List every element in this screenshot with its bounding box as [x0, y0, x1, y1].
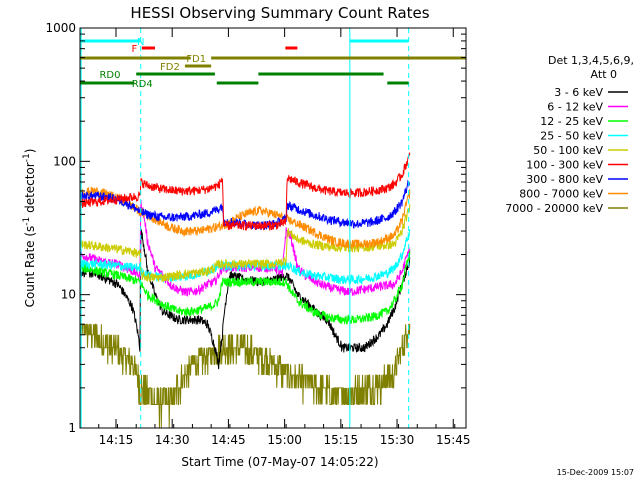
- y-label-sup2: -1: [22, 153, 32, 162]
- y-label-main: Count Rate (s: [23, 226, 37, 308]
- x-axis-ticks: 14:15 14:30 14:45 15:00 15:15 15:30 15:45: [79, 28, 471, 447]
- flag-bars: NF FD1 FD2 RD0 RD4: [80, 37, 466, 90]
- x-axis-label: Start Time (07-May-07 14:05:22): [181, 455, 378, 469]
- legend-label-8: 800 - 7000 keV: [519, 188, 603, 201]
- y-axis-label: Count Rate (s-1 detector-1): [22, 149, 37, 308]
- series-line-2: [79, 200, 411, 297]
- flag-label-n: N: [137, 37, 144, 48]
- legend-label-5: 50 - 100 keV: [533, 144, 603, 157]
- series-line-9: [79, 323, 411, 429]
- y-tick-label-4: 1000: [45, 21, 76, 35]
- y-axis-ticks: 1 10 100 1000: [45, 21, 466, 435]
- x-tick-label-6: 15:30: [380, 433, 415, 447]
- series-line-7: [79, 179, 410, 231]
- flag-label-fd2: FD2: [160, 62, 180, 73]
- legend-label-6: 100 - 300 keV: [526, 159, 603, 172]
- legend-header-detectors: Det 1,3,4,5,6,9,: [548, 54, 634, 67]
- x-tick-label-1: 14:15: [99, 433, 134, 447]
- legend-label-2: 6 - 12 keV: [547, 101, 603, 114]
- series-line-5: [79, 203, 411, 282]
- x-tick-label-7: 15:45: [436, 433, 471, 447]
- footer-timestamp: 15-Dec-2009 15:07: [557, 468, 634, 477]
- x-tick-label-3: 14:45: [211, 433, 246, 447]
- y-tick-label-3: 100: [53, 154, 76, 168]
- plot-frame: [79, 27, 467, 429]
- series-layer: [79, 152, 411, 429]
- flag-label-rd0: RD0: [99, 70, 120, 81]
- flag-label-f: F: [131, 44, 137, 55]
- series-line-3: [79, 250, 411, 325]
- flag-label-rd4: RD4: [132, 79, 153, 90]
- x-tick-label-4: 15:00: [267, 433, 302, 447]
- x-tick-label-2: 14:30: [155, 433, 190, 447]
- legend-header-attenuator: Att 0: [591, 68, 617, 81]
- vertical-lines: [80, 28, 410, 428]
- legend: Det 1,3,4,5,6,9, Att 0 3 - 6 keV 6 - 12 k…: [505, 54, 634, 215]
- y-label-mid: detector: [23, 162, 37, 217]
- legend-label-7: 300 - 800 keV: [526, 173, 603, 186]
- chart-title: HESSI Observing Summary Count Rates: [130, 4, 429, 22]
- flag-label-fd1: FD1: [186, 54, 206, 65]
- legend-label-9: 7000 - 20000 keV: [505, 202, 603, 215]
- y-tick-label-2: 10: [61, 288, 76, 302]
- x-tick-label-5: 15:15: [324, 433, 359, 447]
- y-label-sup1: -1: [22, 217, 32, 226]
- legend-label-1: 3 - 6 keV: [554, 86, 603, 99]
- legend-label-3: 12 - 25 keV: [540, 115, 603, 128]
- y-tick-label-1: 1: [68, 421, 76, 435]
- y-label-end: ): [23, 149, 37, 154]
- legend-label-4: 25 - 50 keV: [540, 130, 603, 143]
- series-line-6: [79, 152, 411, 231]
